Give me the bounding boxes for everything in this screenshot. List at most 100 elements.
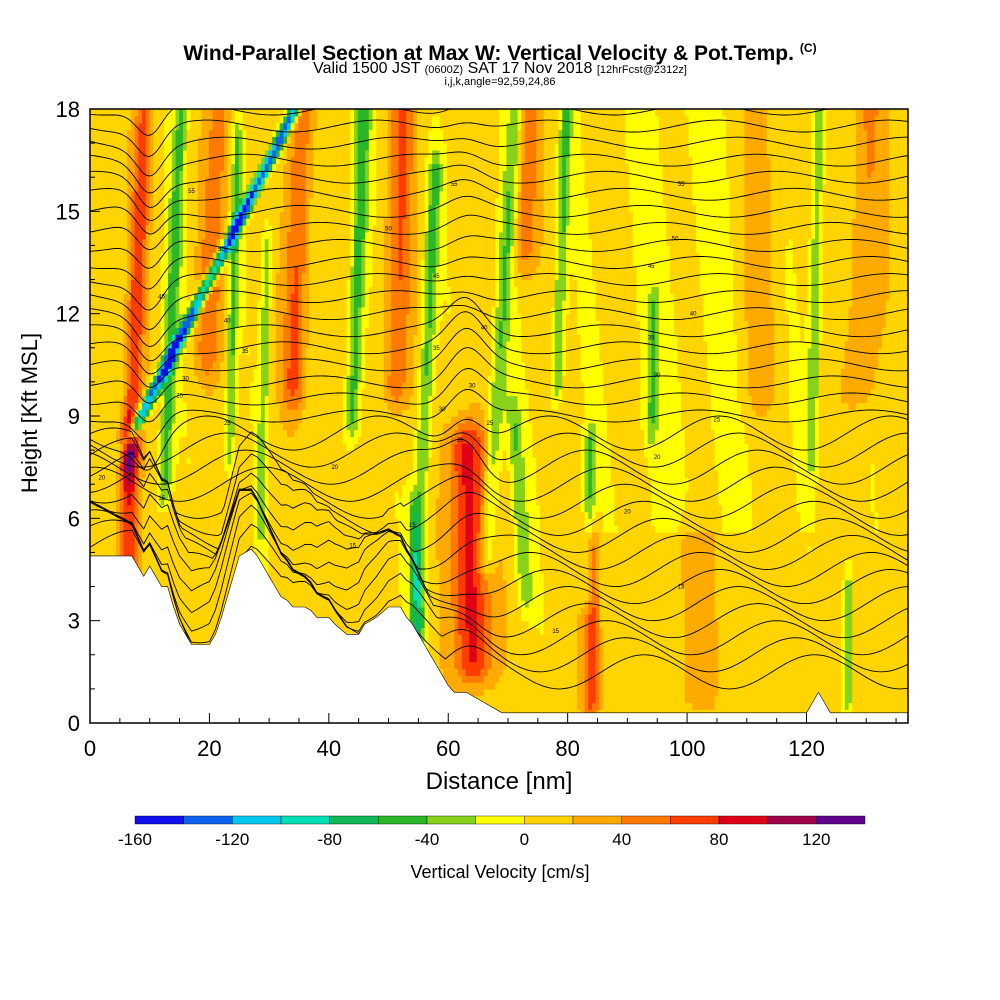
velocity-cell: [536, 695, 541, 704]
velocity-cell: [606, 586, 612, 594]
velocity-cell: [521, 607, 526, 615]
velocity-cell: [692, 607, 697, 615]
velocity-cell: [443, 579, 448, 588]
velocity-cell: [833, 600, 838, 608]
velocity-cell: [580, 702, 586, 710]
velocity-cell: [406, 579, 411, 588]
velocity-cell: [625, 572, 630, 581]
velocity-cell: [539, 593, 545, 601]
velocity-cell: [733, 647, 738, 656]
velocity-cell: [666, 620, 671, 629]
velocity-cell: [707, 579, 712, 588]
velocity-cell: [881, 661, 887, 670]
velocity-cell: [855, 607, 861, 615]
velocity-cell: [670, 702, 675, 710]
velocity-cell: [718, 572, 723, 581]
velocity-cell: [480, 586, 485, 594]
velocity-cell: [510, 702, 515, 710]
velocity-cell: [465, 586, 470, 594]
velocity-cell: [565, 647, 571, 656]
velocity-cell: [469, 627, 474, 635]
velocity-cell: [536, 627, 541, 635]
velocity-cell: [283, 579, 288, 588]
velocity-cell: [789, 627, 794, 635]
velocity-cell: [736, 620, 742, 629]
velocity-cell: [324, 572, 329, 581]
velocity-cell: [547, 579, 552, 588]
velocity-cell: [815, 688, 820, 697]
velocity-cell: [818, 613, 824, 622]
velocity-cell: [699, 572, 705, 581]
velocity-cell: [577, 613, 582, 622]
velocity-cell: [446, 579, 452, 588]
velocity-cell: [324, 566, 329, 574]
velocity-cell: [815, 613, 820, 622]
velocity-cell: [681, 634, 686, 642]
velocity-cell: [736, 634, 742, 642]
velocity-cell: [774, 682, 779, 690]
velocity-cell: [562, 634, 567, 642]
velocity-cell: [651, 593, 656, 601]
velocity-cell: [406, 613, 411, 622]
velocity-cell: [502, 613, 508, 622]
velocity-cell: [803, 661, 809, 670]
velocity-cell: [365, 607, 370, 615]
velocity-cell: [710, 688, 716, 697]
velocity-cell: [696, 682, 701, 690]
velocity-cell: [588, 682, 593, 690]
velocity-cell: [722, 572, 727, 581]
velocity-cell: [822, 668, 827, 676]
velocity-cell: [554, 682, 560, 690]
velocity-cell: [413, 579, 418, 588]
velocity-cell: [829, 702, 835, 710]
velocity-cell: [603, 661, 608, 670]
velocity-cell: [781, 586, 786, 594]
velocity-cell: [450, 607, 455, 615]
velocity-cell: [762, 593, 768, 601]
velocity-cell: [469, 579, 474, 588]
velocity-cell: [822, 607, 827, 615]
velocity-cell: [577, 600, 582, 608]
velocity-cell: [703, 593, 708, 601]
velocity-cell: [815, 607, 820, 615]
velocity-cell: [629, 572, 634, 581]
velocity-cell: [487, 607, 493, 615]
velocity-cell: [718, 702, 723, 710]
velocity-cell: [506, 695, 511, 704]
velocity-cell: [577, 675, 582, 683]
velocity-cell: [350, 572, 355, 581]
velocity-cell: [610, 641, 615, 649]
velocity-cell: [580, 661, 586, 670]
velocity-cell: [499, 634, 504, 642]
velocity-cell: [829, 572, 835, 581]
velocity-cell: [327, 579, 333, 588]
velocity-cell: [499, 566, 504, 574]
velocity-cell: [528, 607, 534, 615]
velocity-cell: [197, 627, 203, 635]
velocity-cell: [324, 593, 329, 601]
velocity-cell: [684, 579, 690, 588]
velocity-cell: [517, 682, 522, 690]
velocity-cell: [465, 661, 470, 670]
velocity-cell: [904, 607, 908, 615]
velocity-cell: [517, 688, 522, 697]
velocity-cell: [722, 593, 727, 601]
velocity-cell: [528, 675, 534, 683]
velocity-cell: [461, 620, 467, 629]
velocity-cell: [896, 627, 902, 635]
velocity-cell: [703, 620, 708, 629]
velocity-cell: [577, 647, 582, 656]
velocity-cell: [759, 627, 764, 635]
velocity-cell: [867, 661, 872, 670]
velocity-cell: [900, 593, 905, 601]
velocity-cell: [480, 572, 485, 581]
velocity-cell: [625, 668, 630, 676]
velocity-cell: [186, 579, 191, 588]
velocity-cell: [837, 682, 842, 690]
chart-title: Wind-Parallel Section at Max W: Vertical…: [0, 36, 1000, 66]
velocity-cell: [380, 593, 385, 601]
velocity-cell: [558, 688, 563, 697]
velocity-cell: [762, 688, 768, 697]
velocity-cell: [472, 675, 478, 683]
velocity-cell: [331, 566, 336, 574]
